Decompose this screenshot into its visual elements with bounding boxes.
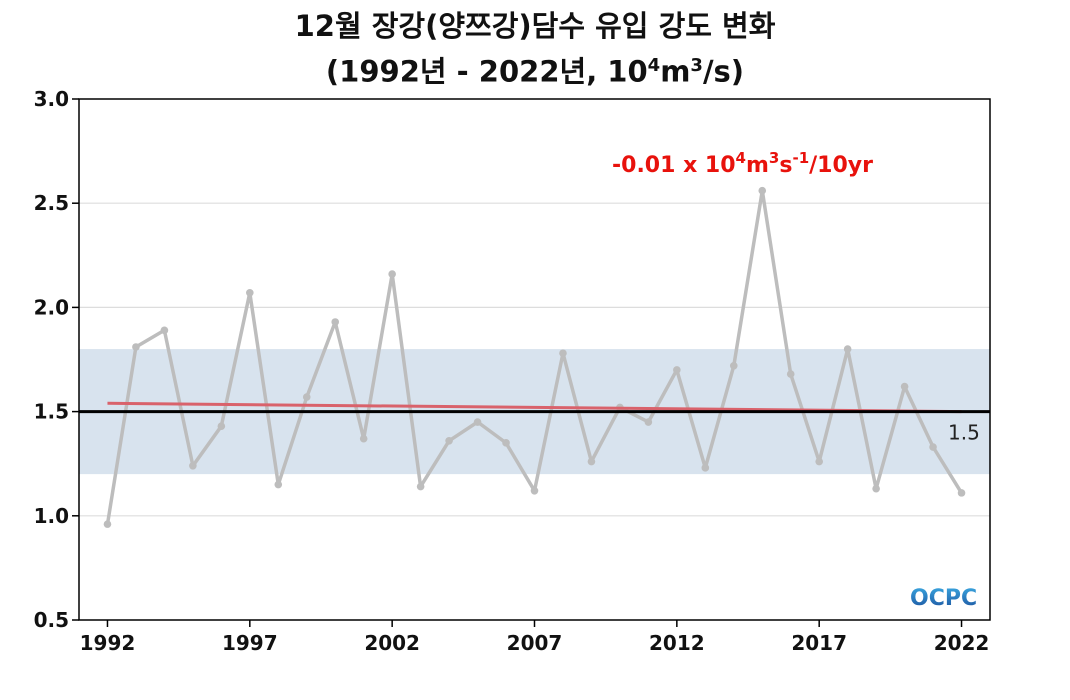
trend-m: m bbox=[746, 153, 769, 178]
x-tick-label: 2007 bbox=[507, 631, 563, 655]
data-point bbox=[701, 464, 710, 472]
data-point bbox=[160, 326, 169, 335]
chart-title: 12월 장강(양쯔강)담수 유입 강도 변화 (1992년 - 2022년, 1… bbox=[0, 6, 1070, 92]
reference-label: 1.5 bbox=[948, 421, 980, 445]
data-point bbox=[103, 520, 112, 528]
logo-text: OCPC bbox=[910, 586, 977, 611]
data-point bbox=[815, 457, 823, 466]
trend-sup1: 4 bbox=[736, 149, 746, 167]
data-point bbox=[559, 349, 567, 358]
data-point bbox=[217, 422, 226, 430]
trend-annotation: -0.01 x 104m3s-1/10yr bbox=[612, 149, 873, 178]
chart-title-line2: (1992년 - 2022년, 104m3/s) bbox=[0, 46, 1070, 92]
y-tick-label: 3.0 bbox=[34, 87, 69, 111]
data-point bbox=[302, 393, 311, 401]
data-point bbox=[786, 370, 795, 378]
data-point bbox=[843, 345, 852, 353]
data-point bbox=[132, 343, 140, 351]
data-point bbox=[274, 480, 283, 489]
series-layer bbox=[103, 186, 966, 528]
data-point bbox=[530, 486, 539, 495]
data-point bbox=[587, 457, 596, 466]
x-tick-label: 2022 bbox=[934, 631, 990, 655]
data-point bbox=[900, 382, 909, 391]
data-point bbox=[359, 434, 368, 443]
data-point bbox=[388, 270, 396, 278]
data-point bbox=[957, 489, 966, 497]
y-tick-label: 2.0 bbox=[34, 295, 69, 319]
title-line2-sup1: 4 bbox=[647, 55, 661, 76]
x-tick-label: 2017 bbox=[791, 631, 847, 655]
trend-sup2: 3 bbox=[769, 149, 779, 167]
x-tick-label: 2012 bbox=[649, 631, 705, 655]
data-point bbox=[445, 436, 453, 445]
y-tick-label: 2.5 bbox=[34, 191, 69, 215]
data-point bbox=[673, 366, 681, 374]
trend-suffix: /10yr bbox=[809, 153, 873, 178]
trend-s: s bbox=[779, 153, 792, 178]
data-point bbox=[644, 418, 653, 426]
data-point bbox=[872, 484, 880, 493]
data-point bbox=[929, 443, 937, 451]
trend-prefix: -0.01 x 10 bbox=[612, 153, 736, 178]
x-tick-label: 1992 bbox=[80, 631, 136, 655]
chart-title-line1: 12월 장강(양쯔강)담수 유입 강도 변화 bbox=[294, 9, 776, 43]
title-line2-mid: m bbox=[660, 54, 691, 89]
y-tick-label: 1.5 bbox=[34, 400, 69, 424]
data-point bbox=[473, 418, 482, 426]
data-point bbox=[246, 289, 254, 297]
y-tick-label: 1.0 bbox=[34, 504, 69, 528]
y-tick-label: 0.5 bbox=[34, 608, 69, 632]
data-point bbox=[189, 461, 197, 470]
title-line2-prefix: (1992년 - 2022년, 10 bbox=[325, 54, 648, 89]
title-line2-sup2: 3 bbox=[690, 55, 703, 76]
title-line2-suffix: /s) bbox=[702, 54, 745, 89]
data-point bbox=[729, 361, 738, 370]
axis-layer: 0.5 1.0 1.5 2.0 2.5 3.0 1992 1997 2002 2007 2012 20… bbox=[34, 87, 991, 655]
x-tick-label: 1997 bbox=[222, 631, 278, 655]
data-point bbox=[502, 439, 510, 447]
x-tick-label: 2002 bbox=[364, 631, 420, 655]
data-point bbox=[331, 318, 340, 326]
data-point bbox=[416, 482, 425, 491]
trend-sup3: -1 bbox=[792, 149, 809, 167]
reference-layer: 1.5 bbox=[79, 410, 990, 445]
data-point bbox=[758, 186, 767, 195]
ocpc-logo: OCPC bbox=[910, 586, 977, 611]
